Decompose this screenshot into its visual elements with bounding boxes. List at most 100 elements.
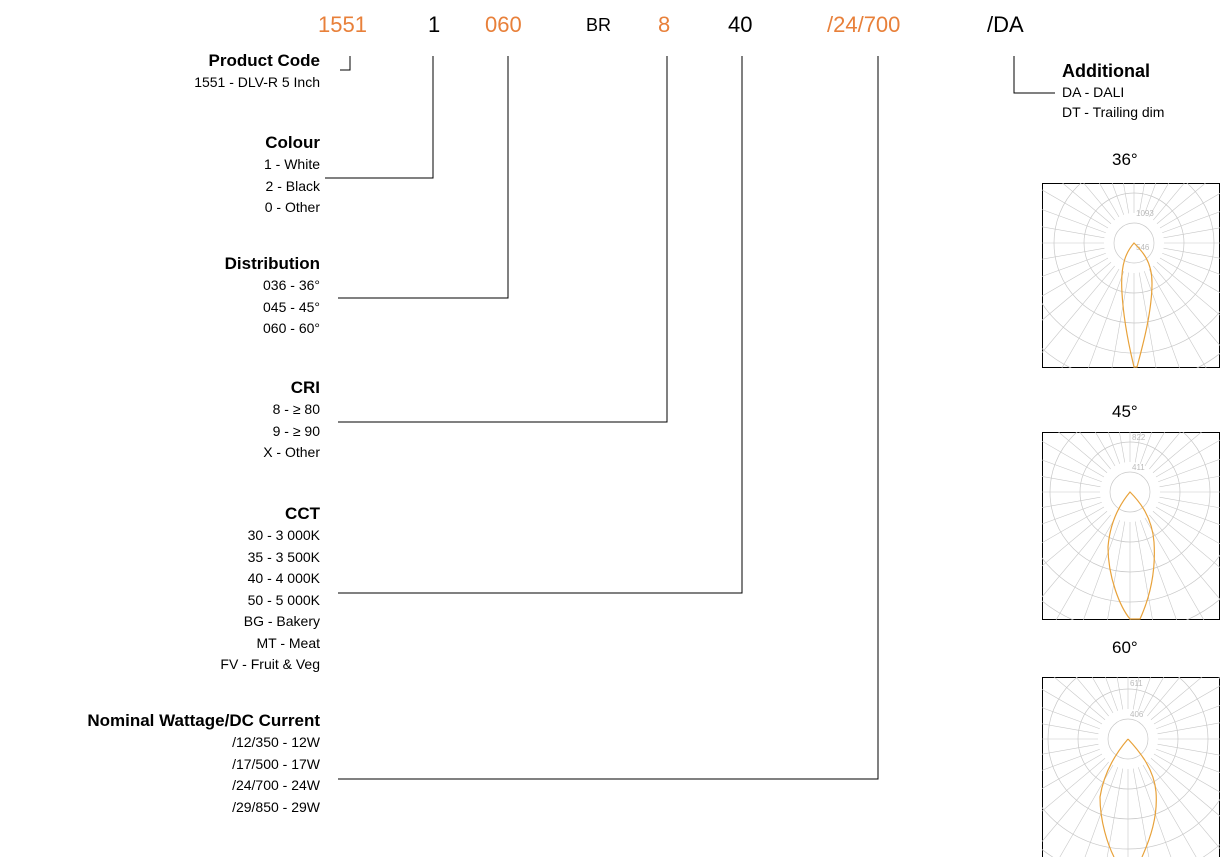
grid-spoke xyxy=(1162,211,1220,234)
grid-spoke xyxy=(1157,722,1220,735)
option-item: 40 - 4 000K xyxy=(247,570,320,586)
polar-label-60: 60° xyxy=(1112,638,1138,657)
grid-spoke xyxy=(1147,761,1220,850)
option-item: BG - Bakery xyxy=(243,613,320,629)
grid-spoke xyxy=(1042,189,1109,229)
group-cri: CRI 8 - ≥ 80 9 - ≥ 90 X - Other xyxy=(263,377,320,464)
group-colour: Colour 1 - White 2 - Black 0 - Other xyxy=(264,132,320,219)
group-title: Product Code xyxy=(208,51,320,70)
group-title: Distribution xyxy=(224,254,320,273)
option-item: 0 - Other xyxy=(264,199,320,215)
beam-curve xyxy=(1107,491,1155,620)
grid-spoke xyxy=(1075,677,1109,717)
grid-spoke xyxy=(1149,514,1220,600)
connector-product xyxy=(340,56,351,71)
code-segment-cct: 40 xyxy=(728,12,753,37)
polar-diagram-45: 822 411 xyxy=(1042,432,1220,620)
grid-spoke xyxy=(1159,257,1220,293)
grid-spoke xyxy=(1042,257,1109,297)
ring-label: 822 xyxy=(1132,433,1146,442)
grid-spoke xyxy=(1042,262,1112,321)
grid-spoke xyxy=(1059,764,1114,857)
group-title: Colour xyxy=(265,133,320,152)
grid-spoke xyxy=(1042,758,1106,812)
code-segment-wattage: /24/700 xyxy=(827,12,901,37)
grid-spoke xyxy=(1159,496,1220,509)
grid-spoke xyxy=(1159,475,1220,488)
grid-spoke xyxy=(1144,432,1165,467)
option-item: /24/700 - 24W xyxy=(232,777,320,793)
grid-spoke xyxy=(1107,432,1121,464)
grid-spoke xyxy=(1149,432,1181,470)
option-item: X - Other xyxy=(263,444,320,460)
grid-spoke xyxy=(1042,511,1108,567)
grid-spoke xyxy=(1148,268,1207,368)
option-item: 060 - 60° xyxy=(263,320,320,336)
option-item: 045 - 45° xyxy=(263,298,320,315)
grid-spoke xyxy=(1042,743,1099,755)
grid-spoke xyxy=(1042,689,1103,725)
grid-spoke xyxy=(1142,764,1197,857)
grid-spoke xyxy=(1156,748,1220,773)
grid-ring xyxy=(1109,471,1151,513)
grid-spoke xyxy=(1042,753,1103,789)
grid-spoke xyxy=(1134,521,1153,620)
option-item: 8 - ≥ 80 xyxy=(272,401,320,417)
option-item: 35 - 3 500K xyxy=(247,548,320,565)
option-item: 1551 - DLV-R 5 Inch xyxy=(194,74,320,90)
grid-spoke xyxy=(1163,227,1220,239)
ring-label: 411 xyxy=(1132,463,1145,472)
grid-spoke xyxy=(1148,183,1169,218)
grid-spoke xyxy=(1119,432,1126,463)
code-segment-cri: 8 xyxy=(658,12,671,37)
ring-label: 1093 xyxy=(1136,209,1154,218)
group-title: Nominal Wattage/DC Current xyxy=(87,711,320,730)
grid-spoke xyxy=(1083,183,1115,221)
grid-spoke xyxy=(1156,262,1220,316)
grid-spoke xyxy=(1134,432,1141,463)
grid-spoke xyxy=(1137,677,1151,711)
grid-spoke xyxy=(1106,768,1124,857)
grid-spoke xyxy=(1042,723,1099,735)
grid-spoke xyxy=(1088,271,1125,368)
grid-spoke xyxy=(1132,768,1150,857)
group-product-code: Product Code 1551 - DLV-R 5 Inch xyxy=(194,50,320,94)
polar-diagram-36: 1093 546 xyxy=(1042,183,1220,368)
grid-spoke xyxy=(1062,183,1112,224)
group-wattage: Nominal Wattage/DC Current /12/350 - 12W… xyxy=(87,710,320,818)
grid-spoke xyxy=(1095,432,1116,467)
grid-spoke xyxy=(1153,183,1185,221)
code-segment-colour: 1 xyxy=(428,12,441,37)
beam-curve xyxy=(1099,738,1157,857)
option-item: 30 - 3 000K xyxy=(247,527,320,543)
polar-label-45: 45° xyxy=(1112,402,1138,421)
grid-spoke xyxy=(1142,677,1165,714)
grid-spoke xyxy=(1159,193,1220,229)
option-item: DA - DALI xyxy=(1062,84,1125,100)
grid-spoke xyxy=(1099,183,1120,218)
grid-ring xyxy=(1107,718,1149,760)
group-cct: CCT 30 - 3 000K 35 - 3 500K 40 - 4 000K … xyxy=(220,503,320,676)
connector-colour xyxy=(325,56,434,179)
code-segment-additional: /DA xyxy=(987,12,1024,37)
option-item: 50 - 5 000K xyxy=(247,591,320,608)
grid-spoke xyxy=(1138,272,1157,368)
option-item: /17/500 - 17W xyxy=(232,755,320,772)
group-additional: Additional DA - DALI DT - Trailing dim xyxy=(1062,60,1164,122)
option-item: /29/850 - 29W xyxy=(232,798,320,815)
grid-spoke xyxy=(1042,496,1101,508)
grid-spoke xyxy=(1058,432,1108,473)
code-segment-product: 1551 xyxy=(318,12,367,37)
grid-spoke xyxy=(1079,432,1111,470)
grid-spoke xyxy=(1042,252,1106,277)
grid-spoke xyxy=(1042,748,1100,771)
grid-spoke xyxy=(1042,459,1102,483)
grid-spoke xyxy=(1150,758,1220,817)
group-title: CCT xyxy=(285,504,320,523)
code-segment-distribution: 060 xyxy=(485,12,522,37)
group-title: Additional xyxy=(1062,61,1150,81)
grid-spoke xyxy=(1139,520,1177,620)
grid-spoke xyxy=(1139,432,1153,464)
grid-spoke xyxy=(1132,677,1140,710)
grid-spoke xyxy=(1156,705,1220,730)
